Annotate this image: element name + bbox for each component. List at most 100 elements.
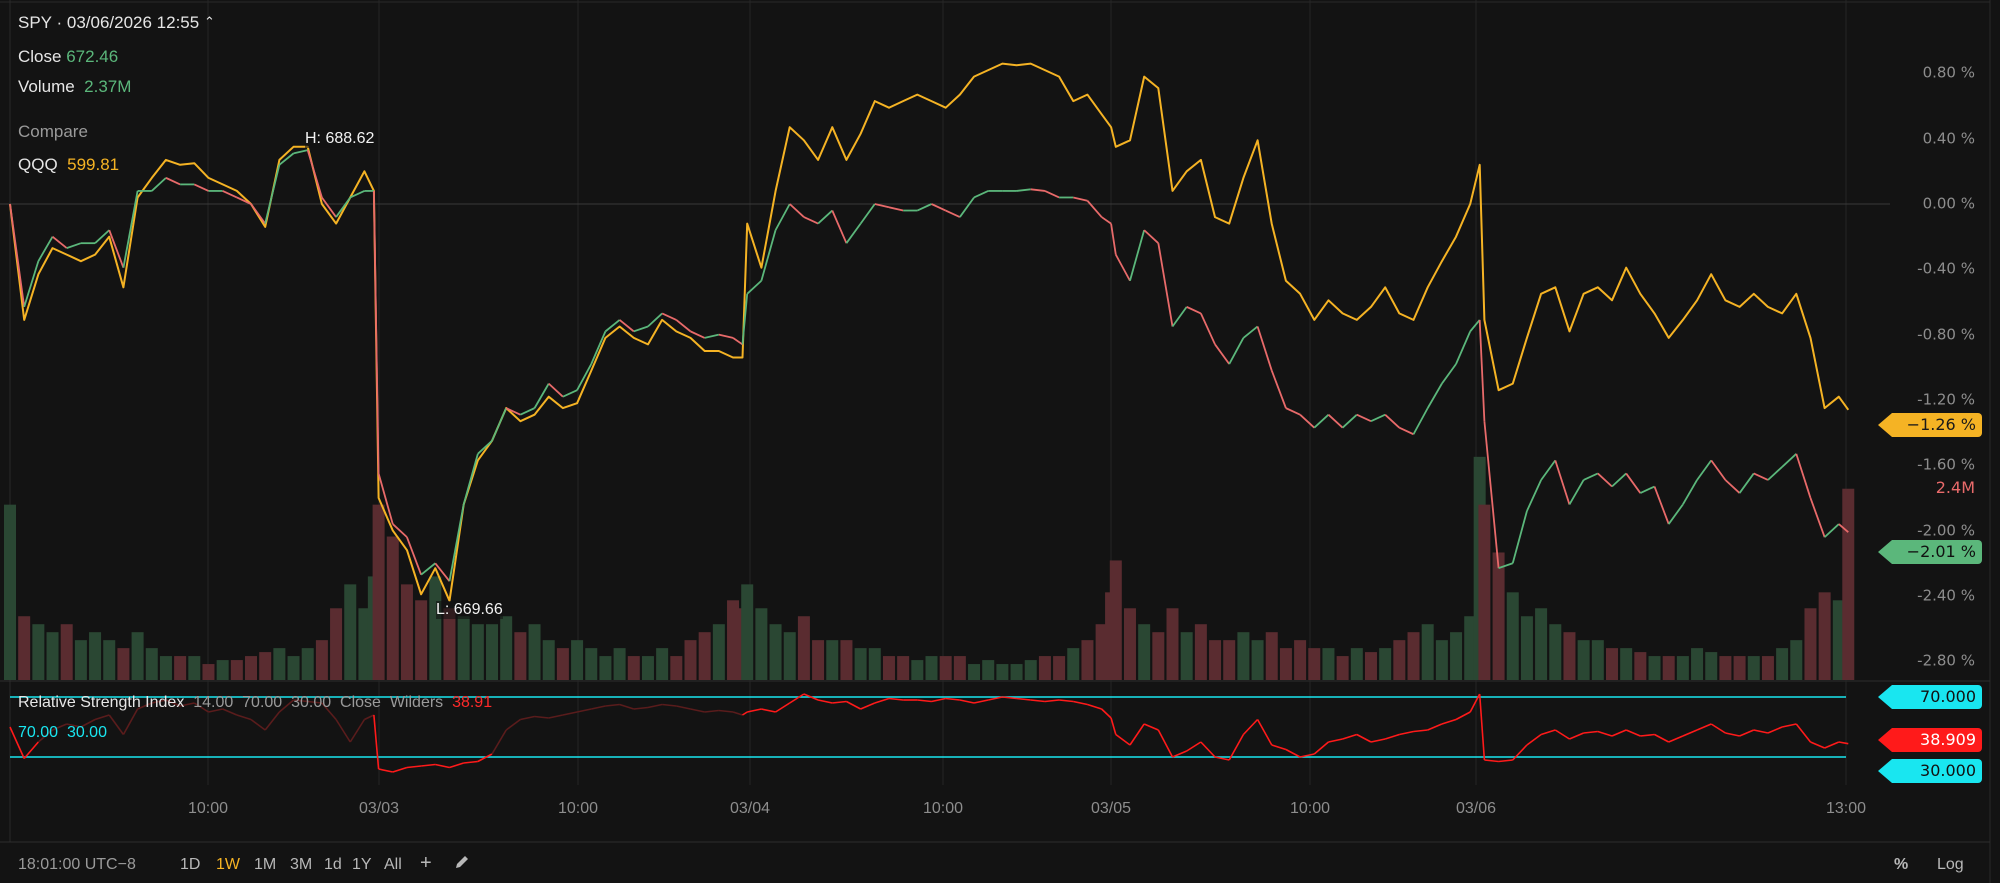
rsi-line-segment (619, 703, 635, 710)
rsi-line-segment (1328, 738, 1343, 743)
spy-line-segment (1625, 472, 1642, 494)
range-1y[interactable]: 1Y (352, 856, 372, 873)
close-label: Close (18, 47, 62, 66)
volume-bar (641, 656, 654, 680)
rsi-line-segment (1002, 696, 1017, 700)
rsi-line-segment (505, 718, 521, 731)
spy-line-segment (945, 209, 961, 218)
rsi-line-segment (293, 699, 308, 703)
volume-bar (330, 608, 343, 680)
qqq-line (9, 62, 1850, 602)
spy-line-segment (1157, 243, 1174, 327)
rsi-line-segment (37, 729, 54, 743)
x-tick-label: 03/04 (729, 800, 771, 817)
volume-bar (1705, 652, 1718, 680)
rsi-line-segment (1299, 753, 1315, 758)
rsi-line-segment (208, 708, 223, 713)
range-1d[interactable]: 1D (180, 856, 201, 873)
symbol-header[interactable]: SPY · 03/06/2026 12:55 ⌃ (18, 13, 215, 33)
rsi-line-segment (1478, 693, 1486, 761)
volume-bar (897, 656, 910, 680)
spy-line-segment (293, 149, 308, 155)
volume-bar (1350, 648, 1363, 680)
close-readout: Close 672.46 (18, 47, 118, 67)
range-all[interactable]: All (384, 856, 402, 873)
volume-bar (301, 648, 314, 680)
range-1w[interactable]: 1W (216, 856, 240, 873)
rsi-legend[interactable]: Relative Strength Index 14.00 70.00 30.0… (18, 694, 492, 712)
rsi-line-segment (1710, 723, 1726, 734)
rsi-line-segment (477, 753, 493, 763)
x-tick-label: 13:00 (1825, 800, 1867, 817)
spy-line-segment (1653, 486, 1670, 525)
rsi-line-segment (108, 714, 125, 735)
high-annotation: H: 688.62 (305, 130, 375, 148)
percent-toggle[interactable]: % (1894, 856, 1909, 873)
volume-bar (1308, 648, 1321, 680)
volume-bar (1804, 608, 1817, 680)
spy-line-segment (1110, 223, 1117, 255)
rsi-line-segment (278, 699, 295, 713)
volume-bar (188, 656, 201, 680)
rsi-name: Relative Strength Index (18, 694, 185, 711)
spy-line-segment (1809, 497, 1826, 538)
range-3m[interactable]: 3M (290, 856, 313, 873)
y-tick-label: -1.60 % (1917, 455, 1975, 474)
volume-bar (1634, 652, 1647, 680)
volume-bar (174, 656, 187, 680)
volume-bar (1676, 656, 1689, 680)
spy-line-segment (704, 333, 720, 339)
volume-bar (230, 660, 243, 680)
rsi-line-segment (1413, 729, 1428, 733)
rsi-line-segment (832, 700, 847, 704)
volume-bar (145, 648, 158, 680)
x-tick-label: 03/05 (1090, 800, 1132, 817)
range-1m[interactable]: 1M (254, 856, 277, 873)
chevron-up-icon[interactable]: ⌃ (203, 14, 215, 29)
volume-bar (1719, 656, 1732, 680)
rsi-line-segment (1455, 711, 1471, 721)
rsi-line-segment (704, 709, 719, 713)
spy-line-segment (66, 242, 82, 249)
rsi-line-segment (122, 708, 139, 735)
close-value: 672.46 (66, 47, 119, 66)
volume-bar (854, 648, 867, 680)
spy-line-segment (222, 190, 238, 199)
rsi-line-segment (373, 714, 380, 770)
volume-bar (202, 664, 215, 680)
spy-line-segment (1086, 200, 1103, 218)
spy-line-segment (973, 190, 989, 199)
volume-bar (982, 660, 995, 680)
volume-label: Volume (18, 77, 75, 96)
rsi-line-segment (1016, 697, 1031, 701)
spy-line-segment (1639, 485, 1655, 494)
spy-line-segment (1129, 229, 1146, 281)
rsi-line-segment (463, 760, 478, 764)
qqq-last-badge: −1.26 % (1878, 413, 1982, 437)
log-toggle[interactable]: Log (1937, 856, 1964, 873)
rsi-line-segment (1540, 729, 1556, 736)
compare-label[interactable]: Compare (18, 122, 88, 141)
compare-readout[interactable]: QQQ 599.81 (18, 155, 119, 175)
volume-bar (1520, 616, 1533, 680)
volume-bar (613, 648, 626, 680)
rsi-value-badge: 38.909 (1878, 728, 1982, 752)
spy-line-segment (1016, 188, 1031, 192)
spy-line-segment (1554, 460, 1571, 505)
volume-bar (1776, 648, 1789, 680)
volume-bar (1294, 640, 1307, 680)
low-annotation: L: 669.66 (436, 601, 503, 619)
rsi-line-segment (66, 723, 82, 728)
rsi-band-upper: 70.00 (18, 724, 59, 741)
range-1d[interactable]: 1d (324, 856, 342, 873)
spy-line-segment (1455, 331, 1472, 365)
plus-icon[interactable]: + (420, 852, 432, 874)
rsi-line-segment (1157, 729, 1174, 758)
pencil-icon[interactable] (454, 854, 470, 875)
volume-bar (599, 656, 612, 680)
volume-bar (46, 632, 59, 680)
rsi-line-segment (775, 702, 791, 713)
volume-readout: Volume 2.37M (18, 77, 131, 97)
